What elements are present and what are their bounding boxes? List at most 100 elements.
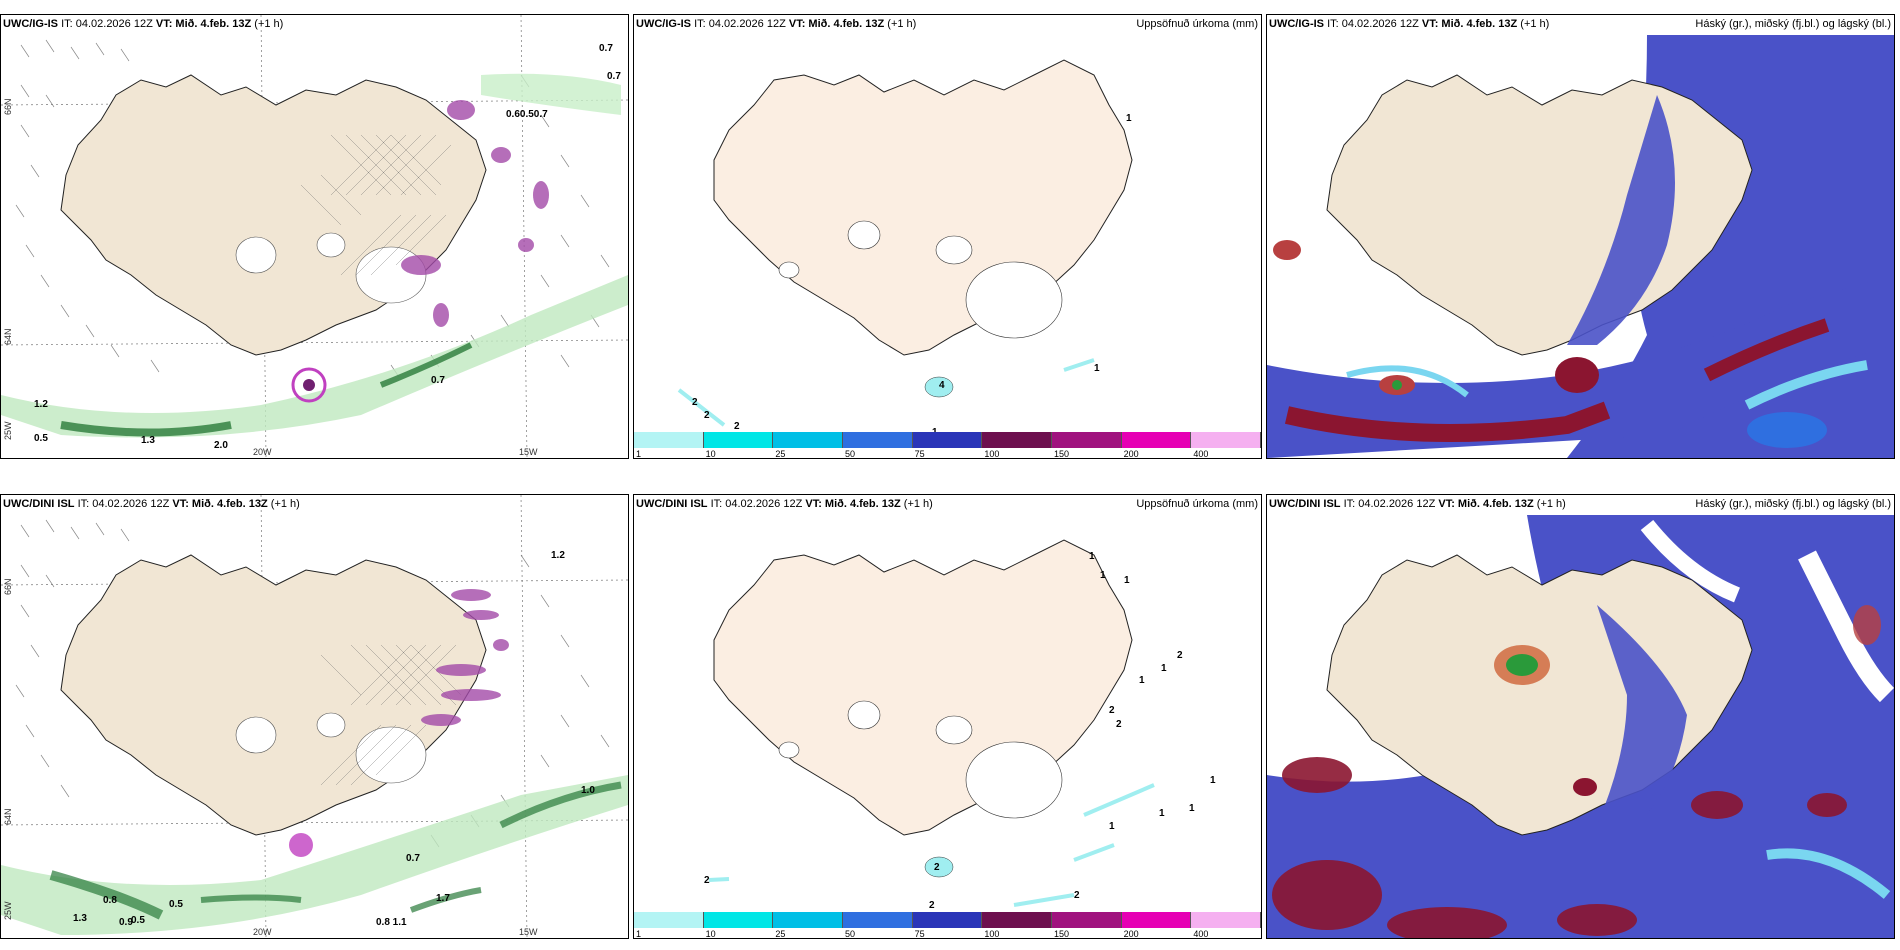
value-label: 1 bbox=[1109, 821, 1115, 832]
colorbar-swatch bbox=[1052, 432, 1122, 448]
map-clouds-bottom bbox=[1267, 495, 1894, 938]
colorbar-tick: 50 bbox=[845, 449, 856, 459]
value-label: 1.0 bbox=[581, 785, 595, 796]
lat-label: 25W bbox=[3, 421, 13, 440]
value-label: 0.60.50.7 bbox=[506, 109, 548, 120]
colorbar-tick: 200 bbox=[1123, 449, 1139, 459]
lat-label: 66N bbox=[3, 98, 13, 115]
value-label: 1 bbox=[1094, 363, 1100, 374]
colorbar-tick: 1 bbox=[636, 929, 642, 939]
colorbar-swatch bbox=[843, 912, 913, 928]
value-label: 1 bbox=[1210, 775, 1216, 786]
value-label: 0.5 bbox=[169, 899, 183, 910]
lon-label: 20W bbox=[253, 927, 272, 937]
colorbar-swatch bbox=[912, 432, 983, 448]
value-label: 2 bbox=[1109, 705, 1115, 716]
value-label: 1 bbox=[1126, 113, 1132, 124]
lat-label: 25W bbox=[3, 901, 13, 920]
value-label: 1.7 bbox=[436, 893, 450, 904]
value-label: 1 bbox=[1100, 570, 1106, 581]
colorbar-swatch bbox=[1052, 912, 1122, 928]
colorbar-swatch bbox=[982, 912, 1052, 928]
value-label: 1 bbox=[1089, 551, 1095, 562]
value-label: 0.9 bbox=[119, 917, 133, 928]
colorbar-tick: 150 bbox=[1054, 929, 1070, 939]
colorbar-swatch bbox=[1121, 432, 1192, 448]
colorbar-tick: 200 bbox=[1123, 929, 1139, 939]
lat-label: 66N bbox=[3, 578, 13, 595]
map-wind-precip-top bbox=[1, 15, 628, 458]
colorbar-swatch bbox=[634, 432, 704, 448]
value-label: 0.7 bbox=[406, 853, 420, 864]
value-label: 0.7 bbox=[607, 71, 621, 82]
panel-title: Háský (gr.), miðský (fj.bl.) og lágský (… bbox=[1695, 18, 1891, 30]
lon-label: 15W bbox=[519, 447, 538, 457]
value-label: 1.2 bbox=[34, 399, 48, 410]
colorbar-tick: 400 bbox=[1193, 449, 1209, 459]
colorbar-swatch bbox=[1121, 912, 1192, 928]
panel-title: Háský (gr.), miðský (fj.bl.) og lágský (… bbox=[1695, 498, 1891, 510]
value-label: 0.8 1.1 bbox=[376, 917, 407, 928]
panel-header: UWC/IG-IS IT: 04.02.2026 12Z VT: Mið. 4.… bbox=[636, 18, 917, 30]
map-accum-precip-top bbox=[677, 59, 1133, 427]
value-label: 2 bbox=[1177, 650, 1183, 661]
colorbar-tick: 50 bbox=[845, 929, 856, 939]
value-label: 0.7 bbox=[431, 375, 445, 386]
panel-header: UWC/IG-IS IT: 04.02.2026 12Z VT: Mið. 4.… bbox=[1269, 18, 1550, 30]
colorbar: 1 10 25 50 75 100 150 200 400 bbox=[634, 912, 1261, 938]
colorbar-swatch bbox=[912, 912, 983, 928]
value-label: 0.5 bbox=[34, 433, 48, 444]
colorbar-tick: 1 bbox=[636, 449, 642, 459]
panel-clouds-top: UWC/IG-IS IT: 04.02.2026 12Z VT: Mið. 4.… bbox=[1266, 14, 1895, 459]
lat-label: 64N bbox=[3, 808, 13, 825]
colorbar-tick: 100 bbox=[984, 449, 1000, 459]
colorbar-swatch bbox=[703, 912, 774, 928]
lat-label: 64N bbox=[3, 328, 13, 345]
value-label: 2 bbox=[704, 875, 710, 886]
value-label: 1.3 bbox=[73, 913, 87, 924]
value-label: 2.0 bbox=[214, 440, 228, 451]
panel-header: UWC/DINI ISL IT: 04.02.2026 12Z VT: Mið.… bbox=[1269, 498, 1566, 510]
colorbar: 1 10 25 50 75 100 150 200 400 bbox=[634, 432, 1261, 458]
colorbar-swatch bbox=[1191, 432, 1261, 448]
value-label: 1.2 bbox=[551, 550, 565, 561]
panel-clouds-bottom: UWC/DINI ISL IT: 04.02.2026 12Z VT: Mið.… bbox=[1266, 494, 1895, 939]
value-label: 2 bbox=[1116, 719, 1122, 730]
value-label: 0.5 bbox=[131, 915, 145, 926]
map-clouds-top bbox=[1267, 15, 1894, 458]
value-label: 4 bbox=[939, 380, 945, 391]
value-label: 0.7 bbox=[599, 43, 613, 54]
colorbar-swatch bbox=[703, 432, 774, 448]
panel-title: Uppsöfnuð úrkoma (mm) bbox=[1136, 18, 1258, 30]
map-wind-precip-bottom bbox=[1, 495, 628, 938]
value-label: 1 bbox=[1139, 675, 1145, 686]
value-label: 1 bbox=[1189, 803, 1195, 814]
value-label: 1 bbox=[1161, 663, 1167, 674]
value-label: 2 bbox=[734, 421, 740, 432]
colorbar-tick: 10 bbox=[705, 449, 716, 459]
colorbar-tick: 400 bbox=[1193, 929, 1209, 939]
colorbar-tick: 25 bbox=[775, 929, 786, 939]
colorbar-tick: 150 bbox=[1054, 449, 1070, 459]
panel-header: UWC/DINI ISL IT: 04.02.2026 12Z VT: Mið.… bbox=[636, 498, 933, 510]
value-label: 2 bbox=[1074, 890, 1080, 901]
value-label: 1 bbox=[1124, 575, 1130, 586]
panel-accum-precip-bottom: UWC/DINI ISL IT: 04.02.2026 12Z VT: Mið.… bbox=[633, 494, 1262, 939]
value-label: 0.8 bbox=[103, 895, 117, 906]
lon-label: 20W bbox=[253, 447, 272, 457]
colorbar-tick: 75 bbox=[914, 449, 925, 459]
colorbar-swatch bbox=[634, 912, 704, 928]
colorbar-tick: 25 bbox=[775, 449, 786, 459]
colorbar-tick: 100 bbox=[984, 929, 1000, 939]
value-label: 2 bbox=[929, 900, 935, 911]
colorbar-swatch bbox=[1191, 912, 1261, 928]
value-label: 2 bbox=[692, 397, 698, 408]
colorbar-swatch bbox=[773, 912, 843, 928]
colorbar-swatch bbox=[982, 432, 1052, 448]
value-label: 1.3 bbox=[141, 435, 155, 446]
panel-header: UWC/DINI ISL IT: 04.02.2026 12Z VT: Mið.… bbox=[3, 498, 300, 510]
value-label: 1 bbox=[1159, 808, 1165, 819]
colorbar-tick: 10 bbox=[705, 929, 716, 939]
panel-header: UWC/IG-IS IT: 04.02.2026 12Z VT: Mið. 4.… bbox=[3, 18, 284, 30]
panel-accum-precip-top: UWC/IG-IS IT: 04.02.2026 12Z VT: Mið. 4.… bbox=[633, 14, 1262, 459]
